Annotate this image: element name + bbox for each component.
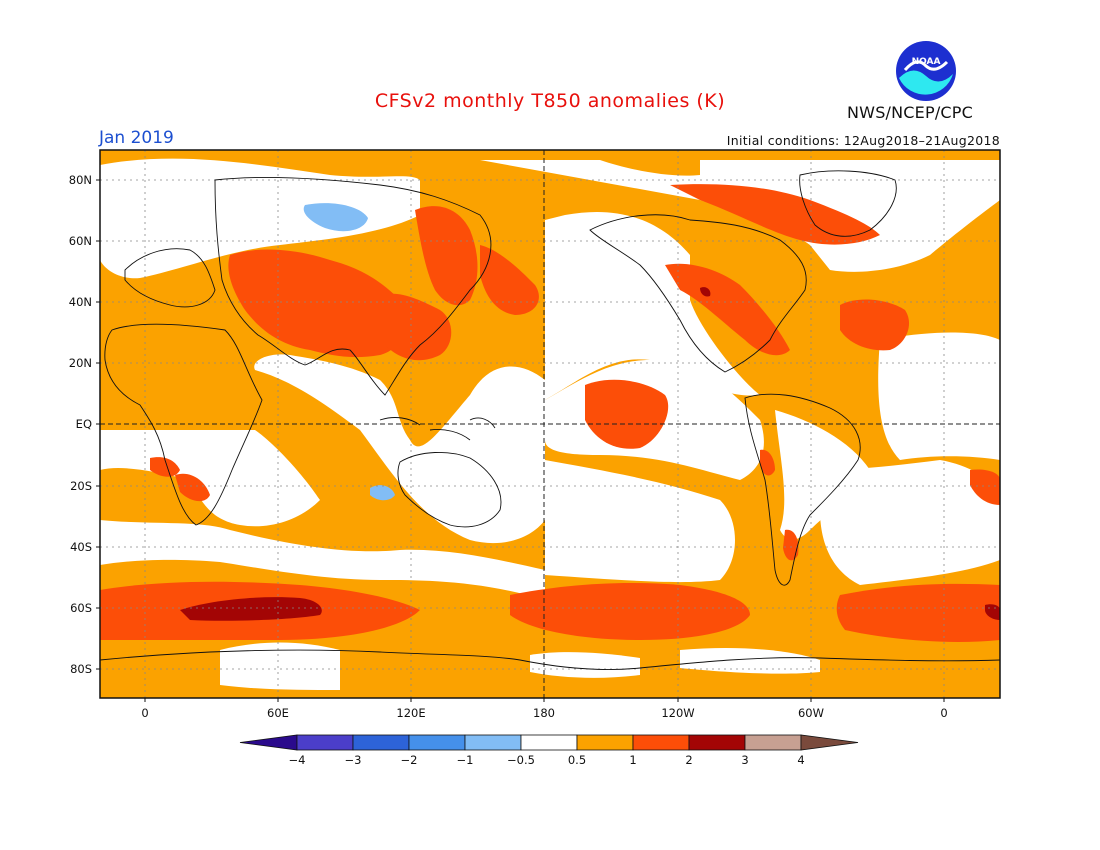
colorbar-swatch <box>520 734 578 751</box>
logo-text: NOAA <box>912 57 941 67</box>
lat-label-eq: EQ <box>75 417 92 431</box>
colorbar-swatch <box>576 734 634 751</box>
colorbar-label: −2 <box>400 753 418 767</box>
lon-label-120e: 120E <box>396 706 426 720</box>
colorbar-arrow-high <box>800 734 859 751</box>
colorbar-label: 2 <box>685 753 693 767</box>
agency-label: NWS/NCEP/CPC <box>847 103 974 122</box>
lat-label-60s: 60S <box>70 601 92 615</box>
colorbar-swatch <box>688 734 746 751</box>
colorbar-swatch <box>464 734 522 751</box>
colorbar-swatch <box>352 734 410 751</box>
map-title: CFSv2 monthly T850 anomalies (K) <box>374 90 726 112</box>
lon-label-60e: 60E <box>267 706 289 720</box>
colorbar-label: 1 <box>629 753 637 767</box>
colorbar-label: −4 <box>288 753 306 767</box>
colorbar-label: −1 <box>456 753 474 767</box>
lon-label-60w: 60W <box>797 706 824 720</box>
lat-label-40s: 40S <box>70 540 92 554</box>
map-field <box>100 150 1000 698</box>
lat-label-80n: 80N <box>68 173 92 187</box>
forecast-month: Jan 2019 <box>99 128 174 148</box>
colorbar-label: 4 <box>797 753 805 767</box>
initial-conditions: Initial conditions: 12Aug2018–21Aug2018 <box>726 133 1000 148</box>
graticule <box>100 150 1000 698</box>
anomaly-1-2 <box>100 184 1000 642</box>
equator-dateline <box>100 150 1000 698</box>
colorbar-label: −3 <box>344 753 362 767</box>
colorbar-swatch <box>408 734 466 751</box>
anomaly-negative <box>303 203 395 501</box>
noaa-logo: NOAA <box>896 41 956 101</box>
colorbar-arrow-low <box>239 734 298 751</box>
lat-label-40n: 40N <box>68 295 92 309</box>
colorbar-swatch <box>632 734 690 751</box>
colorbar-swatch <box>296 734 354 751</box>
lon-label-0: 0 <box>141 706 149 720</box>
axis-ticks <box>96 179 945 702</box>
coastlines <box>100 170 1000 671</box>
lat-label-20s: 20S <box>70 479 92 493</box>
logo-gull <box>903 60 949 72</box>
lon-label-180: 180 <box>533 706 555 720</box>
colorbar-swatch <box>744 734 802 751</box>
lat-label-80s: 80S <box>70 662 92 676</box>
lon-label-0-east: 0 <box>940 706 948 720</box>
colorbar-label: −0.5 <box>507 753 535 767</box>
colorbar-label: 0.5 <box>567 753 587 767</box>
colorbar <box>239 734 859 751</box>
colorbar-label: 3 <box>741 753 749 767</box>
lat-label-20n: 20N <box>68 356 92 370</box>
lon-label-120w: 120W <box>661 706 695 720</box>
lat-label-60n: 60N <box>68 234 92 248</box>
logo-wave <box>899 70 953 95</box>
